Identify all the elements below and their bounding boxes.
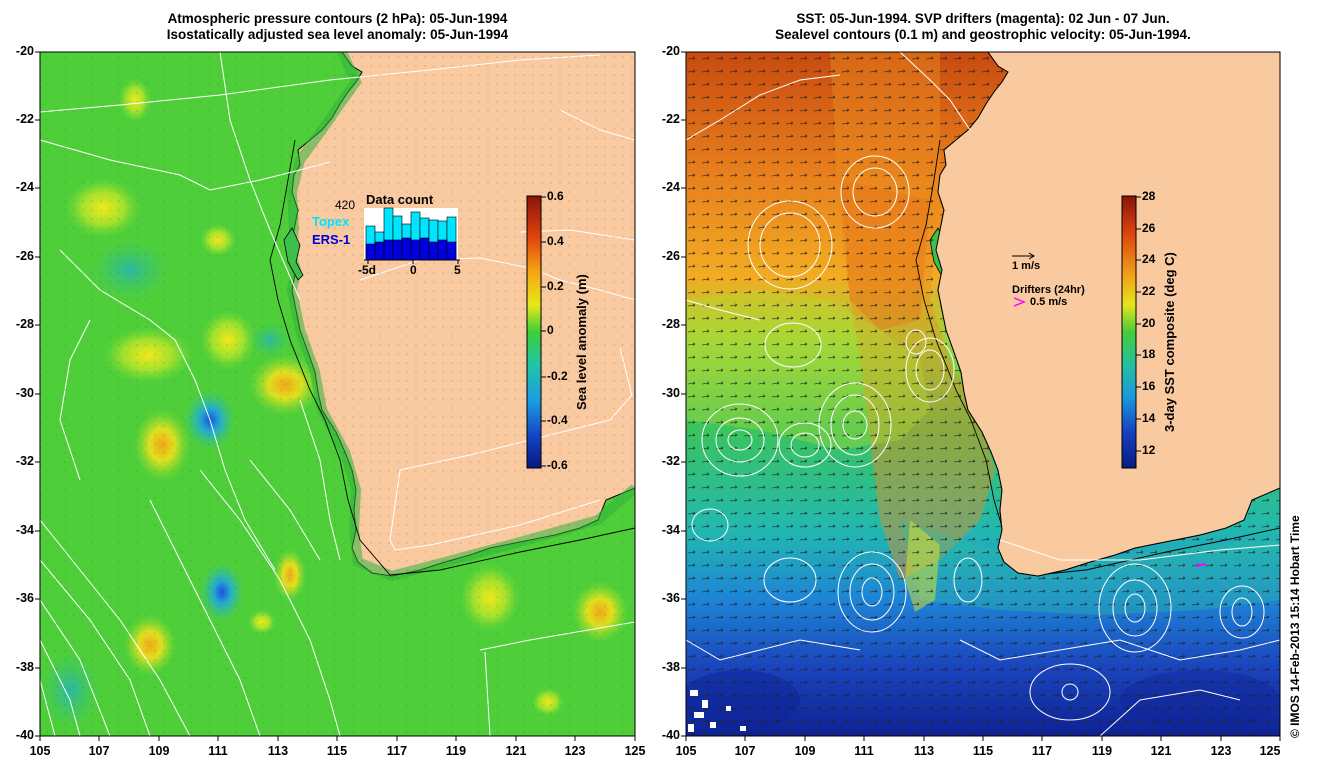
right-xtick: 121 bbox=[1150, 744, 1172, 758]
left-ytick: -34 bbox=[15, 523, 34, 537]
right-title-line1: SST: 05-Jun-1994. SVP drifters (magenta)… bbox=[796, 11, 1170, 26]
inset-ers1-label: ERS-1 bbox=[312, 232, 351, 247]
right-panel-title: SST: 05-Jun-1994. SVP drifters (magenta)… bbox=[686, 11, 1280, 43]
right-xtick: 119 bbox=[1091, 744, 1113, 758]
ers1-bars bbox=[365, 237, 457, 261]
sst-cb-tick: 20 bbox=[1142, 316, 1156, 330]
left-xtick: 115 bbox=[326, 744, 348, 758]
right-xtick: 113 bbox=[913, 744, 935, 758]
right-ytick: -24 bbox=[661, 180, 680, 194]
left-ytick: -36 bbox=[15, 591, 34, 605]
sla-cb-tick: -0.4 bbox=[547, 413, 568, 427]
sst-cb-tick: 18 bbox=[1142, 347, 1156, 361]
sla-colorbar bbox=[526, 195, 542, 469]
right-ytick: -30 bbox=[661, 386, 680, 400]
inset-xtick-0: 0 bbox=[410, 263, 417, 277]
right-ytick: -22 bbox=[661, 112, 680, 126]
left-ytick: -40 bbox=[15, 728, 34, 742]
inset-xtick-5: 5 bbox=[454, 263, 461, 277]
right-ytick: -20 bbox=[661, 44, 680, 58]
right-title-line2: Sealevel contours (0.1 m) and geostrophi… bbox=[775, 27, 1191, 42]
right-xtick: 105 bbox=[675, 744, 697, 758]
left-panel-title: Atmospheric pressure contours (2 hPa): 0… bbox=[40, 11, 635, 43]
inset-xtick-minus5d: -5d bbox=[358, 263, 376, 277]
left-xtick: 113 bbox=[267, 744, 289, 758]
left-ytick: -38 bbox=[15, 660, 34, 674]
inset-topex-label: Topex bbox=[312, 214, 350, 229]
left-xtick: 117 bbox=[386, 744, 408, 758]
sst-cb-tick: 12 bbox=[1142, 443, 1156, 457]
sst-colorbar-label: 3-day SST composite (deg C) bbox=[1162, 252, 1177, 432]
sla-cb-tick: -0.6 bbox=[547, 458, 568, 472]
sla-cb-tick: -0.2 bbox=[547, 369, 568, 383]
drifters-legend-speed: 0.5 m/s bbox=[1030, 296, 1068, 308]
left-ytick: -24 bbox=[15, 180, 34, 194]
right-ytick: -26 bbox=[661, 249, 680, 263]
sst-cb-tick: 16 bbox=[1142, 379, 1156, 393]
right-ytick: -32 bbox=[661, 454, 680, 468]
right-xtick: 109 bbox=[794, 744, 816, 758]
left-xtick: 107 bbox=[88, 744, 110, 758]
right-xtick: 125 bbox=[1259, 744, 1281, 758]
left-ytick: -22 bbox=[15, 112, 34, 126]
left-ytick: -28 bbox=[15, 317, 34, 331]
left-map bbox=[40, 52, 635, 736]
velocity-scale-arrow bbox=[1012, 252, 1035, 260]
left-xtick: 121 bbox=[505, 744, 527, 758]
sealevel-contours bbox=[686, 52, 1280, 736]
right-ytick: -36 bbox=[661, 591, 680, 605]
left-title-line2: Isostatically adjusted sea level anomaly… bbox=[166, 27, 509, 42]
left-ytick: -20 bbox=[15, 44, 34, 58]
data-count-inset bbox=[364, 207, 460, 264]
left-ytick: -26 bbox=[15, 249, 34, 263]
left-xtick: 119 bbox=[445, 744, 467, 758]
axis-tick-marks bbox=[35, 51, 1281, 741]
right-ytick: -34 bbox=[661, 523, 680, 537]
inset-count-label: 420 bbox=[335, 198, 356, 212]
right-map bbox=[686, 52, 1280, 736]
right-ytick: -38 bbox=[661, 660, 680, 674]
right-xtick: 111 bbox=[854, 744, 874, 758]
right-xtick: 123 bbox=[1210, 744, 1232, 758]
sst-cb-tick: 28 bbox=[1142, 189, 1156, 203]
sla-cb-tick: 0.2 bbox=[547, 279, 564, 293]
right-ytick: -28 bbox=[661, 317, 680, 331]
inset-title: Data count bbox=[366, 192, 434, 207]
credit-text: © IMOS 14-Feb-2013 15:14 Hobart Time bbox=[1288, 515, 1302, 738]
left-ytick: -32 bbox=[15, 454, 34, 468]
sla-cb-tick: 0.4 bbox=[547, 234, 564, 248]
left-ytick: -30 bbox=[15, 386, 34, 400]
left-xtick: 109 bbox=[148, 744, 170, 758]
right-xtick: 107 bbox=[734, 744, 756, 758]
sla-cb-tick: 0.6 bbox=[547, 189, 564, 203]
left-xtick: 123 bbox=[564, 744, 586, 758]
sst-cb-tick: 26 bbox=[1142, 221, 1156, 235]
left-xtick: 105 bbox=[29, 744, 51, 758]
no-data-patches bbox=[688, 690, 746, 732]
sst-colorbar bbox=[1121, 195, 1137, 469]
drifters-legend-title: Drifters (24hr) bbox=[1012, 284, 1085, 296]
right-xtick: 115 bbox=[972, 744, 994, 758]
sla-cb-tick: 0 bbox=[547, 323, 554, 337]
left-xtick: 125 bbox=[624, 744, 646, 758]
left-title-line1: Atmospheric pressure contours (2 hPa): 0… bbox=[167, 11, 508, 26]
velocity-scale-label: 1 m/s bbox=[1012, 260, 1041, 272]
drifter-legend-marker bbox=[1013, 297, 1026, 307]
sst-cb-tick: 14 bbox=[1142, 411, 1156, 425]
sst-cb-tick: 22 bbox=[1142, 284, 1156, 298]
left-xtick: 111 bbox=[208, 744, 228, 758]
right-ytick: -40 bbox=[661, 728, 680, 742]
sst-cb-tick: 24 bbox=[1142, 252, 1156, 266]
sla-colorbar-label: Sea level anomaly (m) bbox=[574, 274, 589, 410]
right-xtick: 117 bbox=[1031, 744, 1053, 758]
